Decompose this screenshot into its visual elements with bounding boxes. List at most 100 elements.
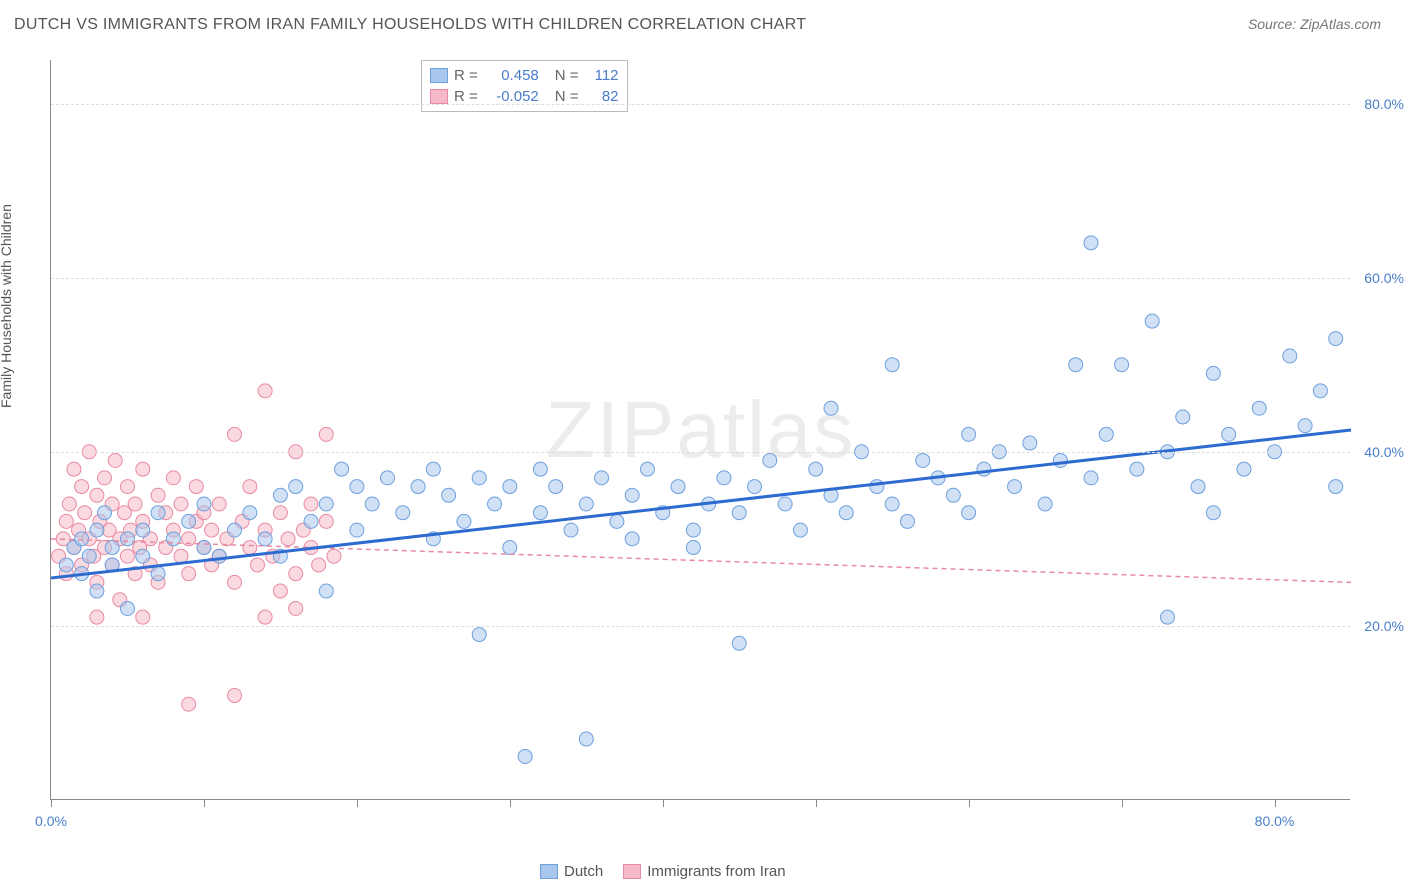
data-point [304, 514, 318, 528]
data-point [778, 497, 792, 511]
data-point [1283, 349, 1297, 363]
data-point [1329, 480, 1343, 494]
data-point [205, 523, 219, 537]
y-tick-label: 40.0% [1364, 444, 1404, 460]
data-point [82, 549, 96, 563]
legend-item: Dutch [540, 863, 603, 880]
data-point [319, 427, 333, 441]
data-point [250, 558, 264, 572]
chart-plot-area: ZIPatlas R =0.458N =112R =-0.052N =82 20… [50, 60, 1350, 800]
legend-swatch [430, 68, 448, 83]
data-point [1237, 462, 1251, 476]
data-point [319, 584, 333, 598]
data-point [518, 749, 532, 763]
data-point [793, 523, 807, 537]
data-point [962, 506, 976, 520]
data-point [128, 497, 142, 511]
data-point [67, 462, 81, 476]
data-point [671, 480, 685, 494]
data-point [900, 514, 914, 528]
data-point [350, 523, 364, 537]
stats-row: R =0.458N =112 [430, 65, 619, 86]
data-point [1038, 497, 1052, 511]
data-point [1023, 436, 1037, 450]
data-point [319, 514, 333, 528]
data-point [579, 732, 593, 746]
n-label: N = [555, 88, 579, 105]
data-point [1298, 419, 1312, 433]
data-point [120, 532, 134, 546]
data-point [75, 532, 89, 546]
data-point [442, 488, 456, 502]
data-point [243, 480, 257, 494]
data-point [686, 523, 700, 537]
data-point [426, 462, 440, 476]
x-tick [204, 799, 205, 807]
data-point [108, 453, 122, 467]
data-point [1160, 610, 1174, 624]
data-point [1206, 366, 1220, 380]
data-point [488, 497, 502, 511]
data-point [90, 584, 104, 598]
data-point [625, 532, 639, 546]
data-point [273, 488, 287, 502]
x-tick [1122, 799, 1123, 807]
data-point [281, 532, 295, 546]
data-point [335, 462, 349, 476]
data-point [640, 462, 654, 476]
data-point [98, 506, 112, 520]
data-point [174, 497, 188, 511]
data-point [946, 488, 960, 502]
data-point [1053, 453, 1067, 467]
data-point [380, 471, 394, 485]
data-point [1191, 480, 1205, 494]
data-point [90, 610, 104, 624]
data-point [243, 506, 257, 520]
data-point [977, 462, 991, 476]
data-point [350, 480, 364, 494]
legend-label: Dutch [564, 863, 603, 880]
data-point [212, 549, 226, 563]
data-point [228, 575, 242, 589]
data-point [732, 506, 746, 520]
y-tick-label: 20.0% [1364, 618, 1404, 634]
x-tick-label: 0.0% [35, 813, 67, 829]
data-point [197, 497, 211, 511]
data-point [686, 541, 700, 555]
data-point [59, 514, 73, 528]
data-point [1115, 358, 1129, 372]
x-tick-label: 80.0% [1255, 813, 1295, 829]
y-tick-label: 80.0% [1364, 96, 1404, 112]
data-point [824, 401, 838, 415]
data-point [166, 471, 180, 485]
data-point [1069, 358, 1083, 372]
data-point [411, 480, 425, 494]
n-value: 112 [585, 67, 619, 84]
data-point [579, 497, 593, 511]
data-point [732, 636, 746, 650]
x-tick [969, 799, 970, 807]
data-point [1176, 410, 1190, 424]
data-point [1099, 427, 1113, 441]
legend-item: Immigrants from Iran [623, 863, 785, 880]
x-tick [816, 799, 817, 807]
chart-title: DUTCH VS IMMIGRANTS FROM IRAN FAMILY HOU… [14, 16, 806, 34]
x-tick [1275, 799, 1276, 807]
data-point [1084, 471, 1098, 485]
data-point [289, 480, 303, 494]
data-point [197, 541, 211, 555]
data-point [59, 558, 73, 572]
data-point [228, 523, 242, 537]
data-point [457, 514, 471, 528]
data-point [136, 549, 150, 563]
data-point [189, 480, 203, 494]
data-point [136, 610, 150, 624]
data-point [472, 628, 486, 642]
data-point [120, 601, 134, 615]
legend: Dutch Immigrants from Iran [540, 863, 786, 880]
data-point [151, 567, 165, 581]
data-point [98, 471, 112, 485]
data-point [120, 480, 134, 494]
y-tick-label: 60.0% [1364, 270, 1404, 286]
data-point [228, 689, 242, 703]
